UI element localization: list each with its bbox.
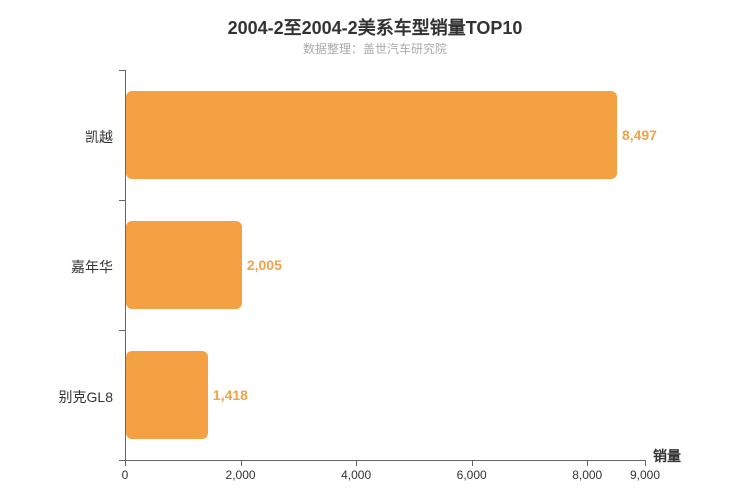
chart-subtitle: 数据整理：盖世汽车研究院 (0, 40, 750, 57)
x-axis-tick-label: 6,000 (457, 468, 487, 482)
bar-value-label: 8,497 (622, 127, 657, 143)
bar (126, 221, 242, 309)
bar (126, 91, 617, 179)
y-axis-tick (119, 200, 125, 201)
x-axis-tick (241, 460, 242, 466)
x-axis-tick (645, 460, 646, 466)
x-axis-tick-label: 0 (122, 468, 129, 482)
x-axis-tick (356, 460, 357, 466)
y-category-label: 嘉年华 (71, 257, 113, 277)
x-axis-tick (125, 460, 126, 466)
y-category-label: 别克GL8 (59, 387, 113, 407)
bar-value-label: 2,005 (247, 257, 282, 273)
y-axis-tick (119, 70, 125, 71)
x-axis-tick-label: 9,000 (630, 468, 660, 482)
bar (126, 351, 208, 439)
bar-value-label: 1,418 (213, 387, 248, 403)
y-category-label: 凯越 (85, 127, 113, 147)
chart-title: 2004-2至2004-2美系车型销量TOP10 (0, 14, 750, 40)
x-axis-tick (472, 460, 473, 466)
x-axis-tick-label: 8,000 (572, 468, 602, 482)
x-axis-tick-label: 2,000 (226, 468, 256, 482)
chart-container: 2004-2至2004-2美系车型销量TOP10 数据整理：盖世汽车研究院 凯越… (0, 0, 750, 500)
x-axis-tick-label: 4,000 (341, 468, 371, 482)
x-axis-title: 销量 (653, 446, 681, 466)
y-axis-tick (119, 330, 125, 331)
x-axis-tick (587, 460, 588, 466)
